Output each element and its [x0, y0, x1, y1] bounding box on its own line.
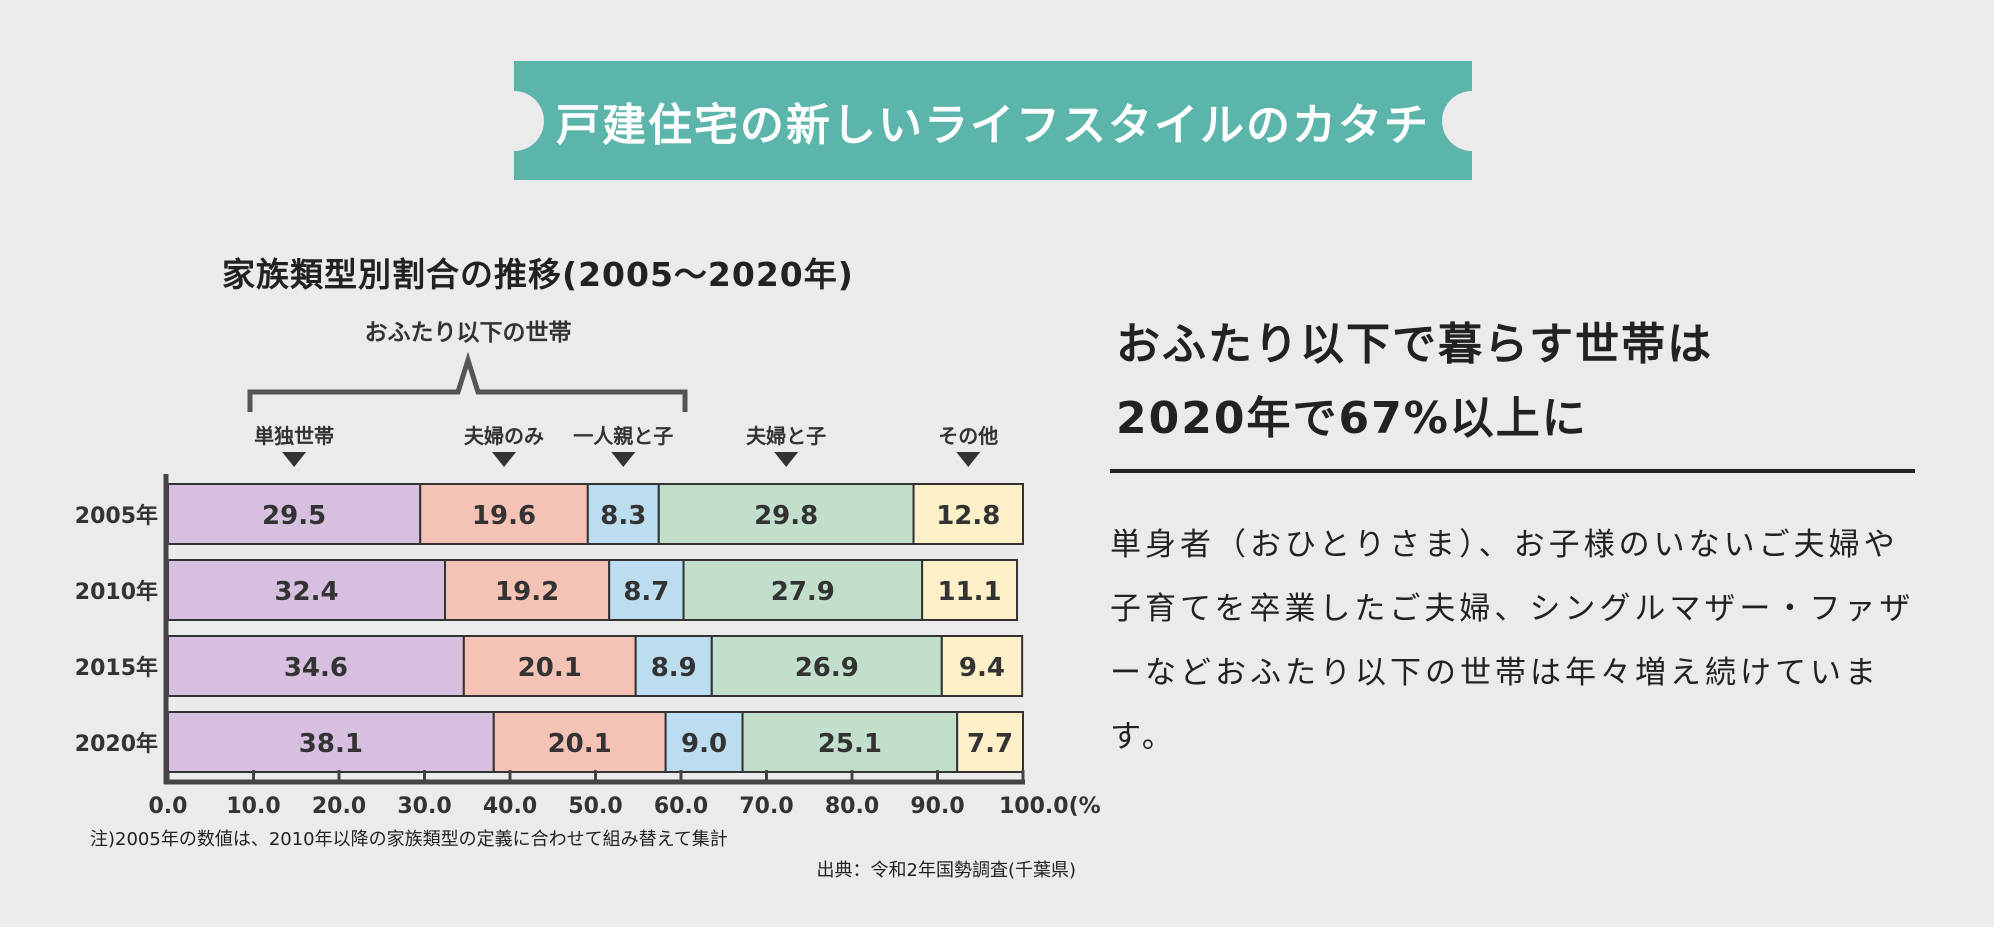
data-label: 29.8 [754, 501, 818, 531]
bar-segment [657, 483, 915, 545]
x-tick-label: 80.0 [825, 794, 879, 819]
bar-segment [167, 559, 447, 621]
bar-segment [167, 635, 465, 697]
legend-arrow-marker [774, 452, 799, 467]
category-label: 2020年 [75, 731, 158, 757]
bar-segment [608, 559, 685, 621]
stacked-bar-chart: 29.5 19.6 8.3 29.8 12.8 2005年 32.4 19.2 8.7 27.9 1… [75, 319, 1100, 819]
headline-line-2: 2020年で67%以上に [1116, 393, 1588, 444]
data-label: 11.1 [937, 577, 1001, 607]
category-label: 2005年 [75, 503, 158, 529]
category-label: 2015年 [75, 655, 158, 681]
bar-segment [586, 483, 660, 545]
data-label: 38.1 [299, 729, 363, 759]
bar-segment [664, 711, 744, 773]
bar-segment [741, 711, 959, 773]
legend-arrow-marker [956, 452, 981, 467]
x-tick-label: 100.0(%) [999, 794, 1100, 819]
data-label: 19.2 [495, 577, 559, 607]
bar-segment [940, 635, 1024, 697]
x-tick-label: 60.0 [654, 794, 708, 819]
x-tick-label: 20.0 [312, 794, 366, 819]
data-label: 8.3 [600, 501, 646, 531]
legend-arrow-marker [492, 452, 517, 467]
data-label: 34.6 [284, 653, 348, 683]
headline: おふたり以下で暮らす世帯は 2020年で67%以上に [1116, 308, 1713, 456]
legend-arrow-marker [611, 452, 636, 467]
x-tick-label: 50.0 [568, 794, 622, 819]
bar-segment [462, 635, 637, 697]
legend-label: その他 [938, 424, 998, 448]
x-tick-label: 40.0 [483, 794, 537, 819]
data-label: 27.9 [771, 577, 835, 607]
bar-segment [710, 635, 943, 697]
data-label: 20.1 [518, 653, 582, 683]
data-label: 29.5 [262, 501, 326, 531]
bracket-label: おふたり以下の世帯 [365, 319, 572, 346]
data-label: 8.9 [651, 653, 697, 683]
legend-label: 一人親と子 [573, 424, 673, 448]
legend-label: 夫婦と子 [746, 424, 826, 448]
banner-notch-right [1442, 91, 1472, 151]
x-tick-label: 70.0 [739, 794, 793, 819]
legend-label: 夫婦のみ [464, 424, 544, 448]
legend-arrow-marker [282, 452, 307, 467]
category-label: 2010年 [75, 579, 158, 605]
bar-segment [912, 483, 1024, 545]
data-label: 26.9 [795, 653, 859, 683]
chart-title: 家族類型別割合の推移(2005〜2020年) [222, 255, 854, 294]
data-label: 9.4 [959, 653, 1005, 683]
bar-segment [682, 559, 924, 621]
data-label: 7.7 [967, 729, 1013, 759]
x-tick-label: 10.0 [226, 794, 280, 819]
source-credit: 出典：令和2年国勢調査(千葉県) [816, 860, 1077, 881]
data-label: 20.1 [548, 729, 612, 759]
banner-title: 戸建住宅の新しいライフスタイルのカタチ [556, 99, 1430, 151]
body-text: 単身者（おひとりさま）、お子様のいないご夫婦や子育てを卒業したご夫婦、シングルマ… [1110, 527, 1915, 755]
data-label: 19.6 [472, 501, 536, 531]
bar-segment [492, 711, 667, 773]
bracket-under-two-person-households [247, 351, 688, 412]
x-tick-label: 0.0 [149, 794, 188, 819]
x-tick-label: 30.0 [397, 794, 451, 819]
data-label: 12.8 [936, 501, 1000, 531]
data-label: 8.7 [623, 577, 669, 607]
bar-segment [956, 711, 1024, 773]
bar-segment [921, 559, 1019, 621]
x-tick-label: 90.0 [910, 794, 964, 819]
bar-segment [634, 635, 713, 697]
data-label: 32.4 [274, 577, 338, 607]
bar-segment [444, 559, 611, 621]
headline-line-1: おふたり以下で暮らす世帯は [1116, 319, 1714, 370]
footnote: 注)2005年の数値は、2010年以降の家族類型の定義に合わせて組み替えて集計 [90, 829, 728, 850]
headline-divider [1110, 469, 1915, 473]
data-label: 25.1 [818, 729, 882, 759]
title-banner: 戸建住宅の新しいライフスタイルのカタチ [514, 61, 1472, 180]
data-label: 9.0 [681, 729, 727, 759]
legend-label: 単独世帯 [254, 424, 334, 448]
